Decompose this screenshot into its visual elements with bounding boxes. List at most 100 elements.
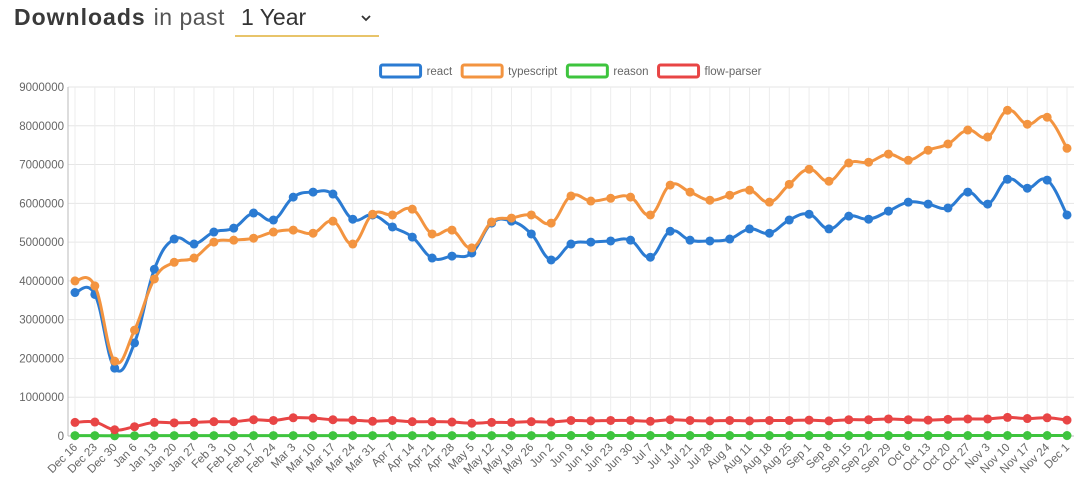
data-point: [407, 431, 417, 441]
data-point: [764, 431, 774, 441]
period-value: 1 Year: [240, 4, 307, 30]
data-point: [1002, 412, 1012, 422]
data-point: [70, 276, 80, 286]
data-point: [725, 431, 735, 441]
data-point: [130, 422, 140, 432]
data-point: [705, 431, 715, 441]
legend-item[interactable]: react: [379, 63, 453, 79]
data-point: [110, 356, 120, 366]
legend-item[interactable]: reason: [565, 63, 649, 79]
y-tick-label: 6000000: [19, 198, 64, 210]
data-point: [665, 415, 675, 425]
data-point: [149, 274, 159, 284]
data-point: [903, 155, 913, 165]
data-point: [883, 431, 893, 441]
data-point: [189, 253, 199, 263]
data-point: [387, 222, 397, 232]
data-point: [1022, 414, 1032, 424]
data-point: [725, 190, 735, 200]
data-point: [1022, 119, 1032, 129]
data-point: [745, 416, 755, 426]
data-point: [784, 179, 794, 189]
data-point: [963, 187, 973, 197]
y-tick-label: 0: [58, 431, 64, 443]
data-point: [626, 235, 636, 245]
y-tick-label: 9000000: [19, 82, 64, 94]
data-point: [566, 191, 576, 201]
data-point: [943, 431, 953, 441]
data-point: [407, 204, 417, 214]
data-point: [328, 431, 338, 441]
data-point: [487, 217, 497, 227]
data-point: [764, 197, 774, 207]
data-point: [268, 215, 278, 225]
data-point: [864, 157, 874, 167]
data-point: [387, 431, 397, 441]
data-point: [348, 415, 358, 425]
data-point: [983, 414, 993, 424]
data-point: [566, 415, 576, 425]
data-point: [1042, 413, 1052, 423]
data-point: [626, 192, 636, 202]
data-point: [387, 210, 397, 220]
data-point: [864, 214, 874, 224]
data-point: [645, 416, 655, 426]
title: Downloads: [14, 4, 146, 30]
data-point: [130, 338, 140, 348]
data-point: [705, 236, 715, 246]
data-point: [526, 210, 536, 220]
data-point: [209, 431, 219, 441]
data-point: [923, 415, 933, 425]
data-point: [645, 252, 655, 262]
legend-item[interactable]: typescript: [460, 63, 558, 79]
data-point: [288, 225, 298, 235]
data-point: [804, 415, 814, 425]
data-point: [883, 206, 893, 216]
chevron-icon: [361, 15, 371, 22]
data-point: [288, 413, 298, 423]
data-point: [130, 431, 140, 441]
data-point: [328, 216, 338, 226]
data-point: [943, 414, 953, 424]
data-point: [566, 431, 576, 441]
data-point: [804, 209, 814, 219]
data-point: [665, 226, 675, 236]
data-point: [546, 218, 556, 228]
data-point: [467, 431, 477, 441]
data-point: [348, 214, 358, 224]
data-point: [844, 415, 854, 425]
data-point: [427, 229, 437, 239]
data-point: [883, 414, 893, 424]
data-point: [983, 431, 993, 441]
y-tick-label: 8000000: [19, 121, 64, 133]
data-point: [983, 199, 993, 209]
data-point: [209, 417, 219, 427]
data-point: [149, 417, 159, 427]
data-point: [90, 281, 100, 291]
data-point: [368, 416, 378, 426]
data-point: [824, 416, 834, 426]
subtitle: in past: [153, 4, 225, 30]
data-point: [745, 185, 755, 195]
data-point: [804, 164, 814, 174]
data-point: [308, 187, 318, 197]
legend-item[interactable]: flow-parser: [657, 63, 762, 79]
legend-label: reason: [613, 66, 648, 78]
data-point: [665, 431, 675, 441]
data-point: [943, 203, 953, 213]
data-point: [903, 431, 913, 441]
data-point: [487, 417, 497, 427]
data-point: [546, 431, 556, 441]
data-point: [725, 415, 735, 425]
period-select[interactable]: 1 Year: [234, 4, 379, 37]
data-point: [824, 431, 834, 441]
data-point: [249, 431, 259, 441]
y-tick-label: 5000000: [19, 237, 64, 249]
data-point: [407, 417, 417, 427]
data-point: [90, 417, 100, 427]
data-point: [348, 239, 358, 249]
data-point: [606, 236, 616, 246]
data-point: [1002, 105, 1012, 115]
y-tick-label: 2000000: [19, 353, 64, 365]
